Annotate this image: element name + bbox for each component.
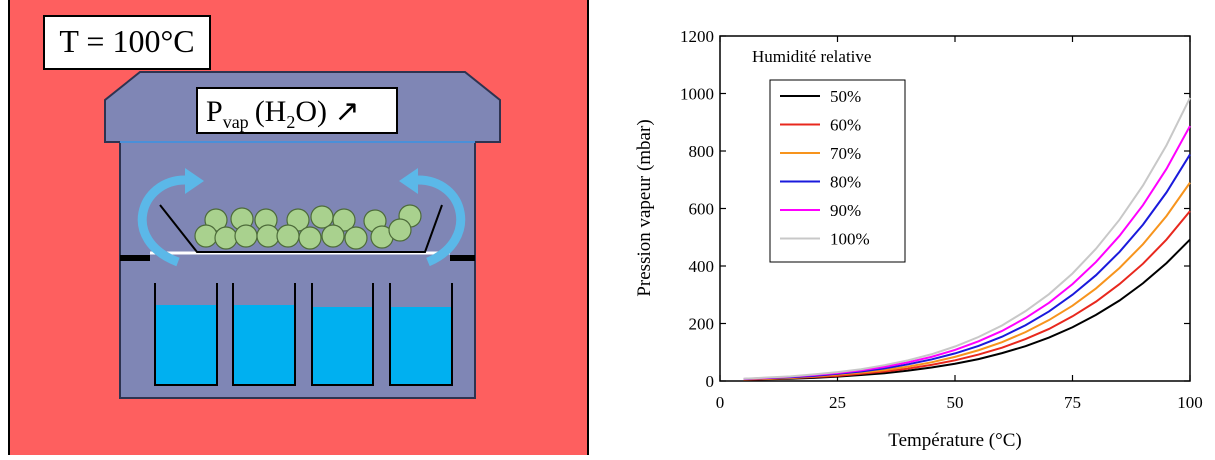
- legend-label: 70%: [830, 144, 861, 163]
- y-axis-label: Pression vapeur (mbar): [634, 119, 655, 296]
- x-tick-label: 0: [716, 393, 725, 412]
- pressure-label: Pvap (H2O) ↗: [206, 95, 360, 132]
- formula: O) ↗: [295, 95, 359, 128]
- x-tick-label: 25: [829, 393, 846, 412]
- arrow-head: [399, 168, 418, 194]
- legend-title: Humidité relative: [752, 47, 871, 66]
- y-tick-label: 400: [689, 257, 715, 276]
- temperature-label: T = 100°C: [59, 23, 194, 59]
- y-tick-label: 200: [689, 315, 715, 334]
- legend-label: 80%: [830, 173, 861, 192]
- pressure-symbol: P: [206, 95, 223, 128]
- label-box: [196, 87, 398, 134]
- convection-arrows: [137, 175, 466, 267]
- x-tick-label: 50: [947, 393, 964, 412]
- arrow-head: [185, 168, 204, 194]
- y-tick-label: 800: [689, 142, 715, 161]
- x-tick-label: 75: [1064, 393, 1081, 412]
- label-box: [43, 15, 211, 70]
- legend-label: 100%: [830, 230, 870, 249]
- diagram: T = 100°C Pvap (H2O) ↗: [8, 0, 589, 459]
- formula: (H: [255, 95, 287, 128]
- y-tick-label: 0: [706, 372, 715, 391]
- wells: [154, 283, 453, 386]
- shelf: [450, 255, 475, 261]
- pressure-subscript: vap: [223, 112, 249, 132]
- y-tick-label: 1200: [680, 27, 714, 46]
- grains: [194, 204, 422, 250]
- legend-label: 90%: [830, 201, 861, 220]
- formula-subscript: 2: [286, 112, 295, 132]
- y-tick-label: 1000: [680, 85, 714, 104]
- series-line: [743, 97, 1191, 380]
- legend-box: [769, 79, 906, 263]
- tray: [159, 204, 443, 253]
- x-tick-label: 100: [1177, 393, 1203, 412]
- y-tick-label: 600: [689, 200, 715, 219]
- shelf: [120, 255, 150, 261]
- chart: Température (°C) Pression vapeur (mbar) …: [634, 27, 1203, 451]
- legend-label: 60%: [830, 116, 861, 135]
- legend-label: 50%: [830, 87, 861, 106]
- x-axis-label: Température (°C): [888, 430, 1021, 451]
